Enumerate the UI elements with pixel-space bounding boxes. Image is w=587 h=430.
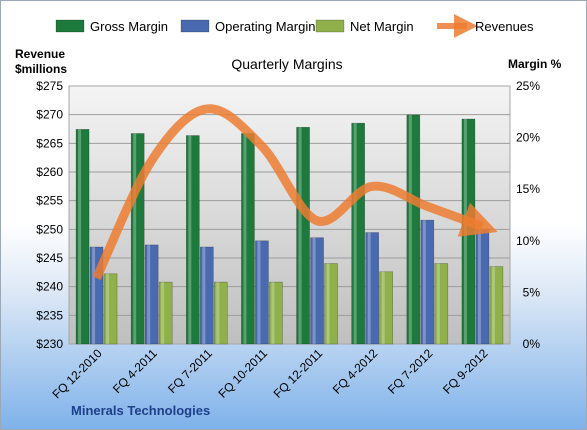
bar-operating-margin-fq-12-2011: [310, 237, 324, 345]
bar-highlight: [298, 127, 302, 344]
category-label: FQ 4-2011: [110, 346, 160, 396]
bar-highlight: [491, 266, 495, 344]
left-tick-label: $240: [36, 280, 63, 294]
legend-item-net-margin: Net Margin: [315, 19, 414, 34]
left-tick-label: $265: [36, 136, 63, 150]
bar-highlight: [271, 282, 275, 344]
right-axis-ticks: 0% 5% 10% 15% 20% 25%: [516, 79, 540, 351]
bar-gross-margin-fq-4-2011: [130, 133, 145, 345]
bar-highlight: [243, 133, 247, 344]
left-tick-label: $275: [36, 79, 63, 93]
right-tick-label: 0%: [523, 337, 541, 351]
category-label: FQ 9-2012: [440, 346, 491, 397]
bar-highlight: [92, 246, 96, 344]
category-label: FQ 7-2012: [385, 346, 436, 397]
right-axis-title: Margin %: [508, 57, 562, 71]
left-tick-label: $230: [36, 337, 63, 351]
bar-highlight: [477, 229, 481, 344]
bar-highlight: [353, 123, 357, 344]
category-label: FQ 12-2010: [49, 346, 104, 401]
bar-operating-margin-fq-4-2012: [365, 232, 379, 345]
legend: Gross Margin Operating Margin Net Margin Re…: [55, 14, 534, 38]
bar-gross-margin-fq-4-2012: [351, 122, 365, 345]
left-tick-label: $250: [36, 222, 63, 236]
bar-gross-margin-fq-10-2011: [241, 133, 255, 345]
legend-label-net-margin: Net Margin: [350, 19, 414, 34]
right-tick-label: 10%: [516, 234, 540, 248]
bar-highlight: [202, 246, 206, 344]
bar-highlight: [188, 135, 192, 344]
legend-label-operating-margin: Operating Margin: [215, 19, 315, 34]
bar-gross-margin-fq-7-2011: [186, 135, 200, 345]
right-tick-label: 25%: [516, 79, 540, 93]
legend-swatch-operating-margin: [180, 19, 210, 33]
bar-highlight: [216, 282, 220, 344]
category-label: FQ 12-2011: [271, 346, 326, 401]
bar-highlight: [161, 282, 165, 344]
legend-label-gross-margin: Gross Margin: [90, 19, 168, 34]
category-labels: FQ 12-2010 FQ 4-2011 FQ 7-2011 FQ 10-2011 FQ…: [49, 346, 490, 401]
legend-swatch-gross-margin: [55, 19, 85, 33]
bar-net-margin-fq-7-2011: [214, 281, 228, 345]
bar-operating-margin-fq-7-2012: [420, 219, 435, 345]
bar-highlight: [326, 263, 330, 344]
bar-net-margin-fq-7-2012: [434, 263, 449, 345]
bar-operating-margin-fq-9-2012: [475, 229, 490, 345]
left-axis-title-line2: $millions: [15, 62, 67, 76]
bar-highlight: [312, 237, 316, 344]
bar-highlight: [367, 232, 371, 344]
bar-gross-margin-fq-7-2012: [406, 114, 421, 345]
company-name: Minerals Technologies: [71, 403, 210, 418]
bar-highlight: [381, 271, 385, 344]
bar-net-margin-fq-12-2011: [324, 263, 338, 345]
category-label: FQ 10-2011: [216, 346, 271, 401]
bar-gross-margin-fq-12-2010: [75, 129, 90, 345]
legend-label-revenues: Revenues: [475, 19, 534, 34]
bar-net-margin-fq-10-2011: [269, 281, 283, 345]
right-tick-label: 20%: [516, 131, 540, 145]
category-label: FQ 7-2011: [165, 346, 215, 396]
bar-highlight: [106, 273, 110, 344]
bar-net-margin-fq-9-2012: [489, 266, 504, 345]
bar-highlight: [78, 129, 82, 344]
bar-highlight: [147, 244, 151, 344]
bar-net-margin-fq-4-2011: [158, 281, 173, 345]
bar-gross-margin-fq-12-2011: [296, 126, 310, 345]
revenue-line-group: [92, 104, 498, 280]
legend-item-gross-margin: Gross Margin: [55, 19, 168, 34]
bar-highlight: [133, 133, 137, 344]
bar-highlight: [257, 240, 261, 344]
left-tick-label: $255: [36, 194, 63, 208]
bar-gross-margin-fq-9-2012: [461, 118, 476, 345]
bar-net-margin-fq-12-2010: [103, 273, 118, 345]
legend-swatch-net-margin: [315, 19, 345, 33]
bar-highlight: [436, 263, 440, 344]
category-label: FQ 4-2012: [330, 346, 381, 397]
right-tick-label: 5%: [523, 285, 541, 299]
left-tick-label: $235: [36, 308, 63, 322]
bar-operating-margin-fq-10-2011: [255, 240, 269, 345]
left-tick-label: $270: [36, 108, 63, 122]
left-tick-label: $245: [36, 251, 63, 265]
bar-net-margin-fq-4-2012: [379, 271, 393, 345]
legend-item-revenues: Revenues: [437, 14, 534, 38]
chart-title: Quarterly Margins: [231, 56, 342, 72]
bar-highlight: [463, 119, 467, 344]
revenues-line: [92, 104, 498, 280]
bar-operating-margin-fq-4-2011: [144, 244, 159, 345]
left-axis-ticks: $230 $235 $240 $245 $250 $255 $260 $265 $270 $275: [36, 79, 63, 351]
right-tick-label: 15%: [516, 182, 540, 196]
left-axis-title-line1: Revenue: [15, 47, 65, 61]
bar-operating-margin-fq-7-2011: [200, 246, 214, 345]
left-tick-label: $260: [36, 165, 63, 179]
bar-highlight: [422, 220, 426, 344]
bar-highlight: [408, 114, 412, 344]
legend-item-operating-margin: Operating Margin: [180, 19, 315, 34]
